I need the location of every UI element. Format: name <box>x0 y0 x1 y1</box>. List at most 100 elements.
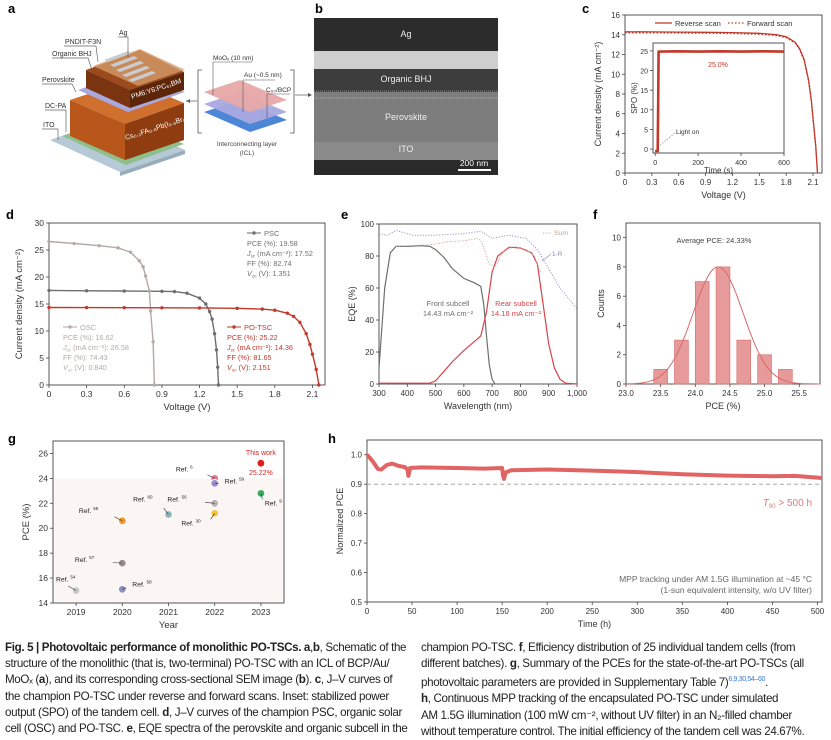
y-tick-label: 20 <box>35 272 45 282</box>
ref-number: 58 <box>147 579 153 584</box>
panel-letter-f: f <box>593 207 598 222</box>
y-tick-label: 16 <box>611 11 620 20</box>
caption-bold-text: d <box>162 705 170 719</box>
legend-osc: OSC <box>80 323 97 332</box>
chart-d-jv-subcells: 0 0.3 0.6 0.9 1.2 1.5 1.8 2.1 0 5 10 15 20 25 30 Voltag… <box>14 218 326 413</box>
t90-annotation: T90 > 500 h <box>763 498 812 510</box>
stat-pce-po-tsc: PCE (%): 25.22 <box>227 333 278 342</box>
caption-bold-text: h <box>421 692 428 706</box>
x-tick-label: 900 <box>542 389 556 398</box>
panel-letter-a: a <box>8 1 16 16</box>
caption-line: AM 1.5G illumination (100 mW cm⁻², witho… <box>421 708 792 724</box>
y-tick-label: 10 <box>611 70 620 79</box>
x-tick-label: 2019 <box>67 607 86 617</box>
chart-c-jv-scans: 0 0.3 0.6 0.9 1.2 1.5 1.8 2.1 0 2 4 6 8 10 12 14 16 Volta… <box>593 11 823 200</box>
marker-psc <box>122 289 126 293</box>
ref-leader <box>163 507 169 515</box>
t90-value: > 500 h <box>776 498 812 509</box>
y-tick-label: 0 <box>39 380 44 390</box>
y-tick-label: 2 <box>616 149 621 158</box>
y-tick-label: 16 <box>39 573 49 583</box>
jsc-subscript: sc <box>231 348 236 353</box>
marker-osc <box>151 340 155 344</box>
x-tick-label: 2.1 <box>307 389 319 399</box>
y-tick-label: 15 <box>640 88 648 95</box>
marker-osc <box>148 309 153 313</box>
caption-text: , Summary of the PCEs for the state-of-t… <box>516 657 805 671</box>
ref-text: Ref. <box>167 496 181 503</box>
x-tick-label: 0.3 <box>646 178 658 187</box>
panel-letter-h: h <box>328 431 336 446</box>
plot-frame <box>366 439 823 603</box>
x-tick-label: 0.6 <box>118 389 130 399</box>
x-tick-label: 2020 <box>113 607 132 617</box>
y-tick-label: 5 <box>39 353 44 363</box>
y-tick-label: 4 <box>616 130 621 139</box>
x-tick-label: 0 <box>623 178 628 187</box>
x-tick-label: 2.1 <box>807 178 819 187</box>
y-axis-label: SPO (%) <box>630 82 639 114</box>
y-tick-label: 80 <box>365 252 374 261</box>
mpp-tracking-series <box>365 453 823 481</box>
label-ag: Ag <box>119 30 128 37</box>
panel-letter-d: d <box>6 207 14 222</box>
marker-po-tsc <box>314 367 318 372</box>
legend-psc: PSC <box>264 229 280 238</box>
marker-osc <box>128 250 133 254</box>
this-work-value: 25.22% <box>249 470 273 477</box>
caption-text: without temperature control. The initial… <box>421 724 805 738</box>
x-tick-label: 1.8 <box>269 389 281 399</box>
x-tick-label: 1.2 <box>727 178 739 187</box>
y-tick-label: 0.8 <box>351 510 363 519</box>
legend-sum: Sum <box>554 230 568 237</box>
stat-ff-po-tsc: FF (%): 81.65 <box>227 353 272 362</box>
this-work-label: This work <box>246 450 276 457</box>
sem-label-ag: Ag <box>400 29 411 39</box>
ref-text: Ref. <box>133 497 147 504</box>
marker-po-tsc <box>317 383 321 387</box>
histogram-bar <box>757 354 772 385</box>
chart-f-histogram: 23.0 23.5 24.0 24.5 25.0 25.5 0 2 4 6 8 10 PCE (%) Co… <box>596 222 821 411</box>
marker-po-tsc <box>47 305 51 310</box>
x-tick-label: 25.5 <box>791 389 807 398</box>
label-1-r-arrow <box>541 253 552 262</box>
voc-value: (V): 0.840 <box>73 363 107 372</box>
jsc-value: (mA cm⁻²): 17.52 <box>255 249 313 258</box>
y-tick-label: 20 <box>39 523 49 533</box>
y-tick-label: 10 <box>612 234 621 243</box>
series-forward-scan <box>625 32 819 174</box>
caption-bold-text: Fig. 5 | Photovoltaic performance of mon… <box>5 641 311 654</box>
caption-line: photovoltaic parameters are provided in … <box>421 672 768 691</box>
inset-spo-series <box>655 49 785 153</box>
ref-label: Ref. 54 <box>56 575 76 584</box>
marker-osc <box>47 239 51 244</box>
sem-label-bhj: Organic BHJ <box>380 74 431 84</box>
x-tick-label: 25.0 <box>757 389 773 398</box>
scale-bar <box>458 169 491 171</box>
series-po-tsc <box>48 306 320 386</box>
ag-electrodes <box>104 51 156 82</box>
sem-label-ito: ITO <box>399 144 414 154</box>
x-tick-label: 24.0 <box>687 389 703 398</box>
data-point <box>256 458 266 468</box>
y-axis-label: Normalized PCE <box>335 488 345 555</box>
y-tick-label: 18 <box>39 548 49 558</box>
x-tick-label: 300 <box>372 389 386 398</box>
x-tick-label: 100 <box>450 607 464 616</box>
ref-number: 57 <box>89 555 95 560</box>
y-axis-label: Current density (mA cm⁻²) <box>593 42 603 147</box>
x-tick-label: 0 <box>653 160 657 167</box>
histogram-bar <box>694 281 710 385</box>
y-tick-label: 8 <box>617 263 622 272</box>
x-tick-label: 400 <box>401 389 415 398</box>
x-tick-label: 300 <box>631 607 645 616</box>
series-rear-subcell <box>379 246 578 385</box>
x-tick-label: 0.3 <box>81 389 93 399</box>
ref-text: Ref. <box>181 520 195 527</box>
y-axis-label: Counts <box>596 289 606 318</box>
jsc-value: (mA cm⁻²): 26.58 <box>71 343 129 352</box>
caption-text: 6,9,30,54–60 <box>728 676 766 684</box>
ref-number: 56 <box>182 494 188 499</box>
x-tick-label: 200 <box>692 160 704 167</box>
ref-leader <box>67 585 77 591</box>
